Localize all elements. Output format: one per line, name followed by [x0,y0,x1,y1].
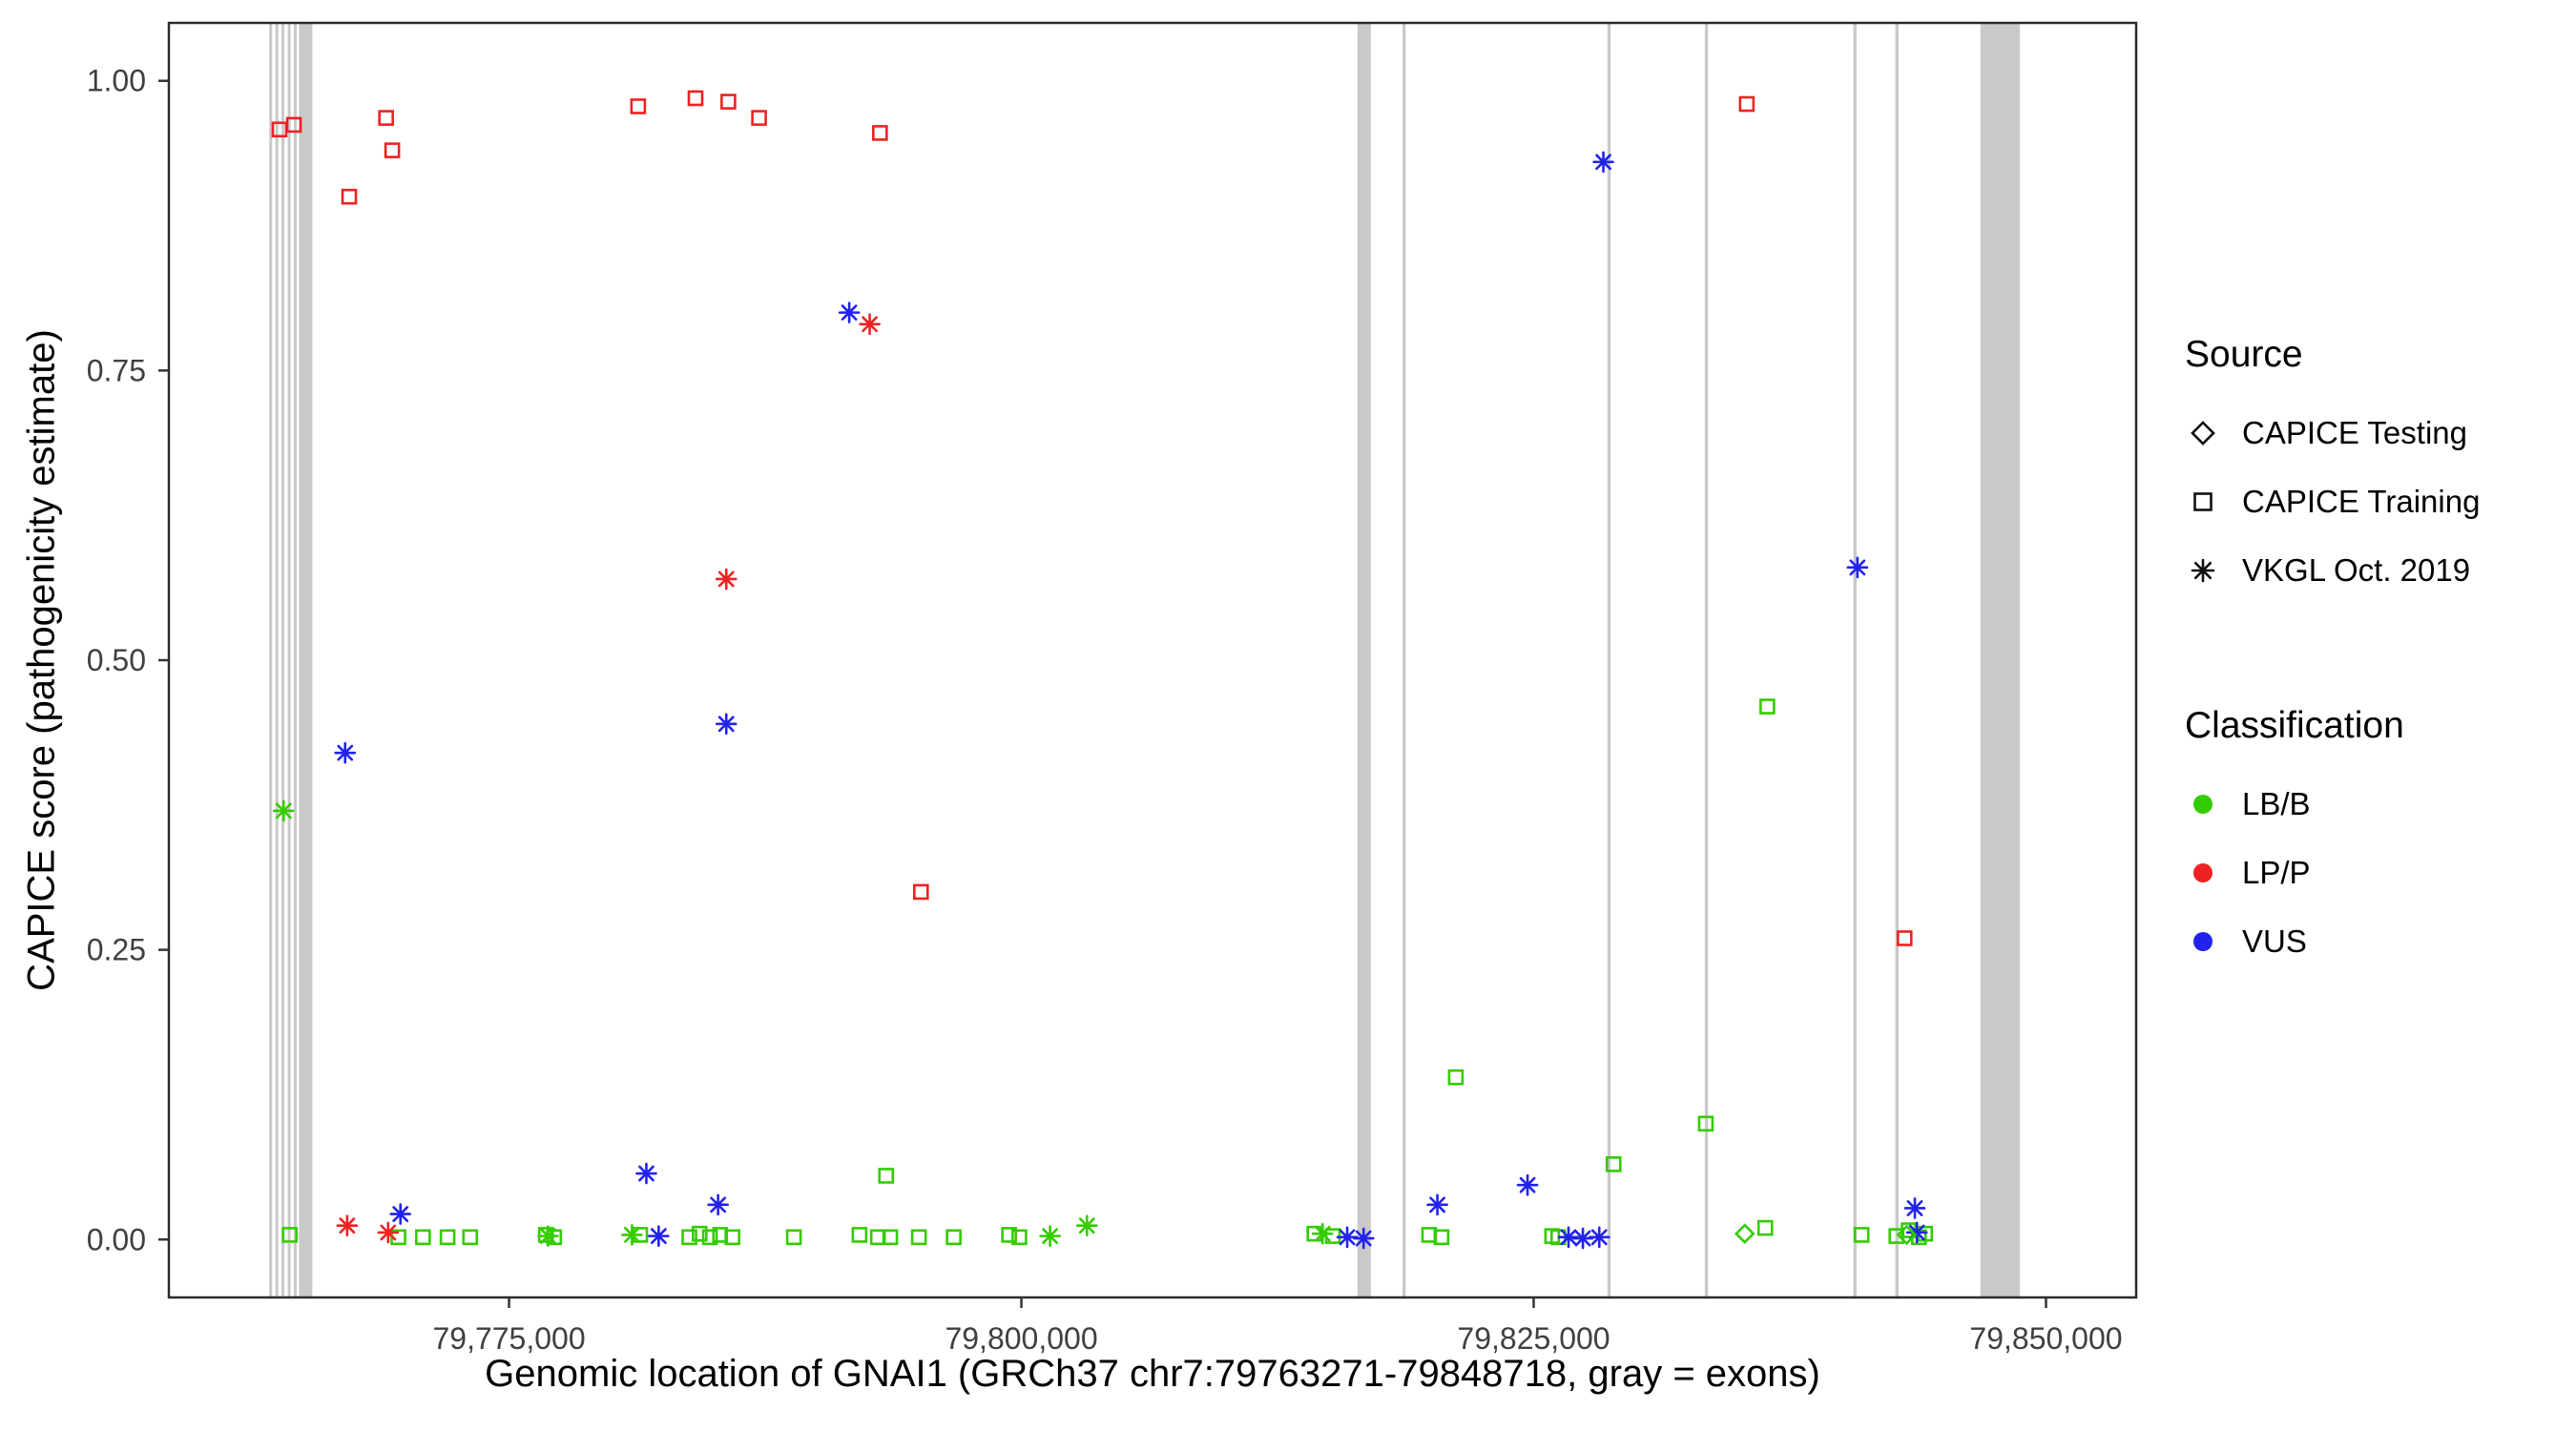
svg-text:79,800,000: 79,800,000 [945,1321,1097,1356]
asterisk-icon [2191,558,2215,583]
legend-item-label: CAPICE Testing [2242,415,2467,450]
y-axis-title: CAPICE score (pathogenicity estimate) [20,329,63,991]
legend-classification-title: Classification [2185,705,2404,746]
legend-item-label: VKGL Oct. 2019 [2242,552,2471,588]
blue-dot-icon [2193,932,2212,951]
green-dot-icon [2193,795,2212,814]
svg-text:79,775,000: 79,775,000 [432,1321,585,1356]
legend-item-label: LB/B [2242,786,2311,821]
x-axis-title: Genomic location of GNAI1 (GRCh37 chr7:7… [485,1353,1820,1395]
svg-text:0.50: 0.50 [87,643,146,677]
legend-item-vkgl: VKGL Oct. 2019 [2185,536,2480,605]
legend-item-lpp: LP/P [2185,839,2480,907]
svg-text:0.25: 0.25 [87,933,146,967]
red-dot-icon [2193,863,2212,882]
svg-text:79,825,000: 79,825,000 [1457,1321,1610,1356]
legend-source-block: Source CAPICE Testing CAPICE Training [2185,334,2480,605]
square-icon [2193,492,2212,511]
legend-item-capice-training: CAPICE Training [2185,467,2480,536]
legend-item-label: VUS [2242,923,2307,959]
svg-text:79,850,000: 79,850,000 [1969,1321,2122,1356]
legend-item-capice-testing: CAPICE Testing [2185,399,2480,467]
legend-item-lbb: LB/B [2185,770,2480,839]
legend: Source CAPICE Testing CAPICE Training [2185,334,2480,976]
svg-text:0.00: 0.00 [87,1222,146,1256]
diamond-icon [2191,421,2215,446]
legend-item-label: CAPICE Training [2242,484,2481,519]
svg-text:0.75: 0.75 [87,353,146,387]
legend-source-title: Source [2185,334,2303,375]
legend-item-label: LP/P [2242,855,2311,890]
svg-text:1.00: 1.00 [87,64,146,98]
legend-item-vus: VUS [2185,907,2480,976]
legend-classification-block: Classification LB/B LP/P VUS [2185,705,2480,976]
